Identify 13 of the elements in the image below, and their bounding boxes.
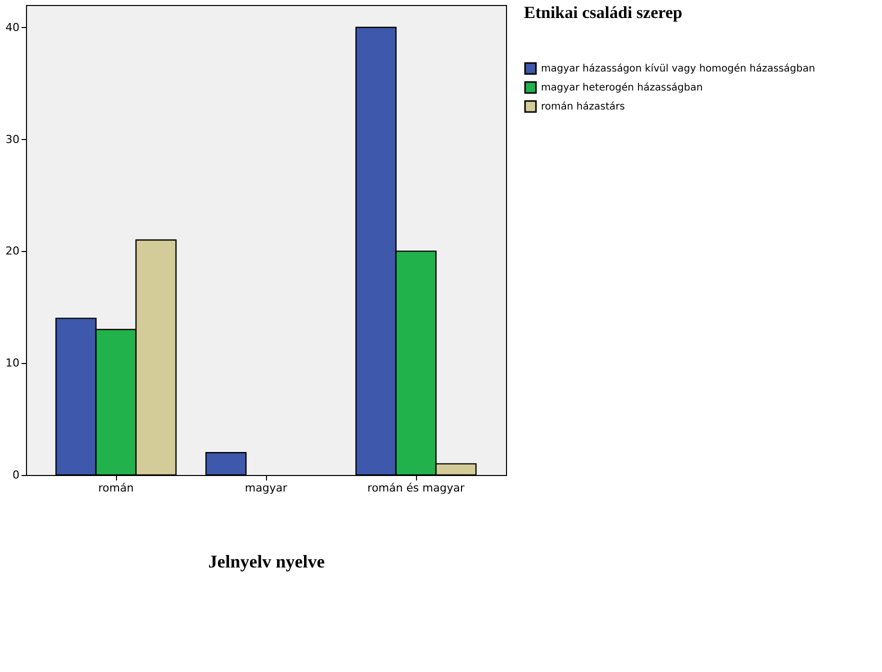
y-tick-label: 10: [6, 356, 20, 370]
legend-title: Etnikai családi szerep: [524, 3, 682, 22]
legend-label: román házastárs: [541, 102, 625, 112]
y-tick-label: 40: [6, 20, 20, 34]
legend-label: magyar házasságon kívül vagy homogén házasságban: [541, 64, 816, 74]
legend-label: magyar heterogén házasságban: [541, 82, 703, 94]
x-tick-label: magyar: [244, 482, 288, 494]
y-tick-label: 30: [6, 132, 20, 146]
x-tick-label: román és magyar: [367, 482, 466, 494]
x-axis-title: Jelnyelv nyelve: [208, 552, 325, 572]
x-tick-label: román: [98, 482, 134, 494]
y-tick-label: 20: [6, 244, 20, 258]
y-tick-label: 0: [12, 468, 20, 482]
